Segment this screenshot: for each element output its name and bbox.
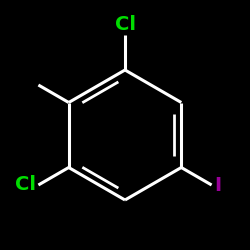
- Text: Cl: Cl: [15, 176, 36, 195]
- Text: Cl: Cl: [114, 15, 136, 34]
- Text: I: I: [214, 176, 221, 195]
